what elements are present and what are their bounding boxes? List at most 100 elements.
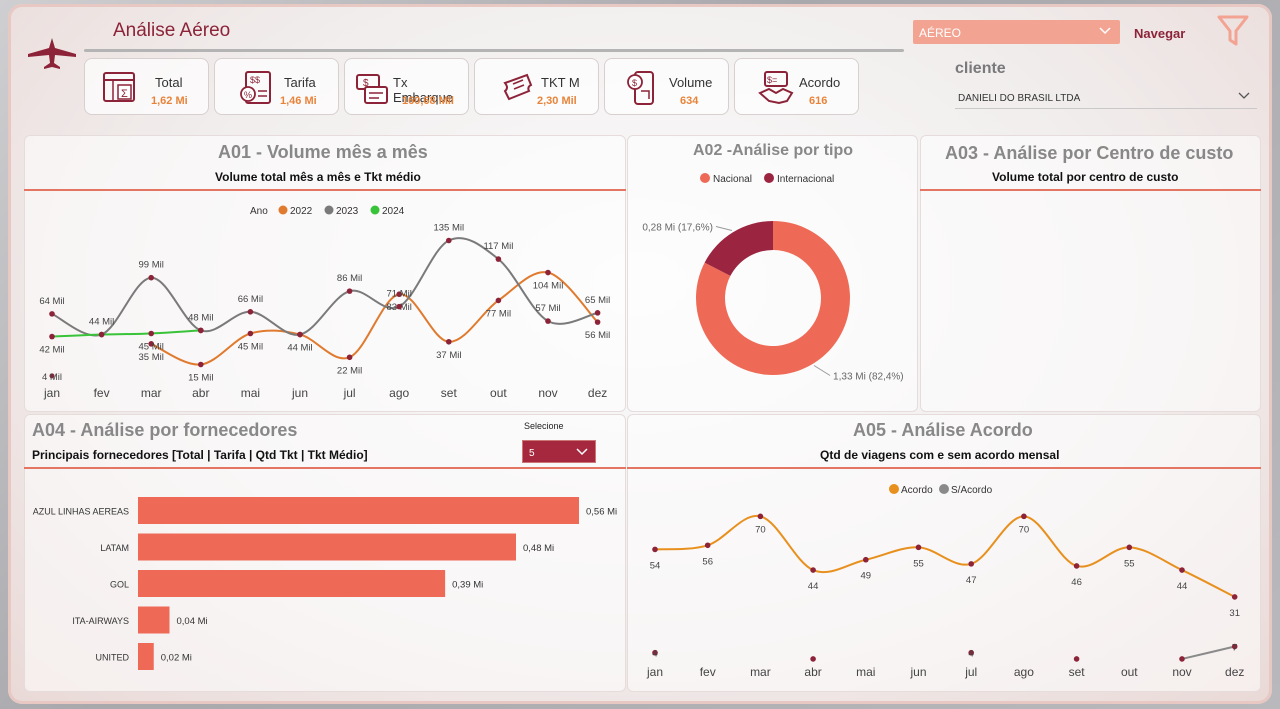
data-point — [1179, 656, 1185, 662]
x-tick-label: jul — [964, 665, 977, 679]
a02-title: A02 -Análise por tipo — [693, 142, 854, 159]
x-tick-label: abr — [804, 665, 821, 679]
spreadsheet-icon: Σ — [103, 72, 135, 102]
data-label: 49 — [861, 571, 872, 582]
svg-text:$=: $= — [767, 75, 777, 85]
x-tick-label: out — [1121, 665, 1138, 679]
data-label: 54 — [650, 560, 661, 571]
data-point — [968, 561, 974, 567]
x-tick-label: fev — [700, 665, 716, 679]
data-label: 4 — [652, 649, 657, 660]
x-tick-label: nov — [1172, 665, 1191, 679]
ticket-icon — [503, 73, 533, 101]
data-point — [863, 556, 869, 563]
svg-text:%: % — [244, 90, 252, 100]
data-point — [495, 297, 502, 304]
data-label: 135 Mil — [433, 223, 464, 234]
data-label: 55 — [1124, 558, 1135, 569]
kpi-card-acordo[interactable]: $= Acordo 616 — [734, 58, 859, 115]
a04-bar-chart: AZUL LINHAS AEREAS 0,56 Mi LATAM 0,48 Mi GOL… — [33, 497, 617, 670]
kpi-card-tarifa[interactable]: $$ % Tarifa 1,46 Mi — [214, 58, 339, 115]
mode-select[interactable]: AÉREO — [913, 20, 1120, 44]
bar-value-label: 0,48 Mi — [523, 543, 554, 554]
data-point — [49, 311, 55, 317]
data-label: 44 — [1177, 581, 1188, 592]
data-point — [1021, 513, 1027, 520]
data-label: 47 — [966, 575, 977, 586]
a01-title: A01 - Volume mês a mês — [218, 142, 428, 162]
legend-label: 2023 — [336, 206, 359, 217]
data-label: 77 Mil — [486, 308, 511, 319]
bar — [138, 497, 579, 524]
data-point — [1126, 544, 1133, 551]
legend-label: Nacional — [713, 174, 752, 185]
series-line-S/Acordo — [1181, 645, 1235, 660]
series-line-2022 — [150, 271, 599, 366]
data-point — [446, 338, 452, 345]
a01-subtitle: Volume total mês a mês e Tkt médio — [215, 170, 421, 184]
a03-subtitle: Volume total por centro de custo — [992, 170, 1179, 184]
x-tick-label: mai — [856, 665, 875, 679]
data-point — [1073, 563, 1080, 569]
data-point — [346, 354, 353, 361]
x-tick-label: mar — [141, 386, 162, 400]
data-label: 22 Mil — [337, 365, 362, 376]
x-tick-label: ago — [1014, 665, 1034, 679]
data-point — [49, 333, 55, 340]
data-point — [1231, 594, 1238, 600]
data-point — [396, 291, 403, 298]
bar — [138, 533, 516, 561]
a04-divider — [24, 467, 626, 469]
a04-title: A04 - Análise por fornecedores — [32, 420, 298, 440]
legend-label: 2022 — [290, 206, 313, 217]
a04-subtitle: Principais fornecedores [Total | Tarifa … — [32, 448, 368, 462]
supplier-count-select[interactable]: 5 — [522, 440, 596, 463]
legend-marker — [278, 205, 288, 215]
data-point — [810, 567, 816, 573]
bar-category-label: UNITED — [96, 653, 130, 663]
kpi-card-volume[interactable]: $ Volume 634 — [604, 58, 729, 115]
legend-label: Acordo — [901, 485, 933, 496]
a02-donut-chart: Nacional Internacional 1,33 Mi (82,4%) 0,28… — [642, 173, 904, 382]
data-label: 104 Mil — [533, 281, 564, 292]
airplane-logo-icon — [28, 38, 76, 69]
data-label: 15 Mil — [188, 373, 213, 384]
data-label: 7 — [1232, 643, 1237, 654]
svg-text:$$: $$ — [250, 75, 260, 85]
legend-marker — [324, 205, 334, 215]
bar — [138, 606, 170, 634]
navigate-button[interactable]: Navegar — [1134, 26, 1186, 41]
data-point — [198, 361, 204, 368]
data-label: 37 Mil — [436, 350, 461, 361]
bar-value-label: 0,04 Mi — [177, 616, 208, 627]
a03-panel — [920, 135, 1261, 412]
data-label: 55 — [913, 558, 924, 569]
filter-funnel-icon[interactable] — [1216, 14, 1250, 48]
bar — [138, 570, 446, 597]
a05-divider — [627, 467, 1261, 469]
kpi-card-tx-embarque[interactable]: $ Tx Embarque 160,68 Mil — [344, 58, 469, 115]
a05-panel — [627, 414, 1261, 692]
x-tick-label: abr — [192, 386, 209, 400]
data-point — [594, 319, 601, 325]
data-label: 56 — [702, 556, 713, 567]
x-tick-label: dez — [1225, 665, 1244, 679]
data-point — [968, 649, 974, 656]
bar-category-label: GOL — [110, 580, 129, 590]
kpi-card-tkt-m[interactable]: TKT M 2,30 Mil — [474, 58, 599, 115]
legend-marker — [889, 484, 899, 494]
data-point — [446, 237, 452, 244]
leader-line — [715, 226, 733, 231]
client-select[interactable]: DANIELI DO BRASIL LTDA — [955, 84, 1257, 109]
bar — [138, 643, 154, 670]
data-point — [148, 341, 154, 347]
data-label: 48 Mil — [188, 312, 213, 323]
x-tick-label: ago — [389, 386, 409, 400]
data-label: 35 Mil — [139, 352, 164, 363]
bar-category-label: LATAM — [100, 543, 129, 553]
data-label: 45 Mil — [238, 342, 263, 353]
data-label: 56 Mil — [585, 330, 610, 341]
donut-slice-nacional — [696, 221, 850, 375]
kpi-card-total[interactable]: Σ Total 1,62 Mi — [84, 58, 209, 115]
